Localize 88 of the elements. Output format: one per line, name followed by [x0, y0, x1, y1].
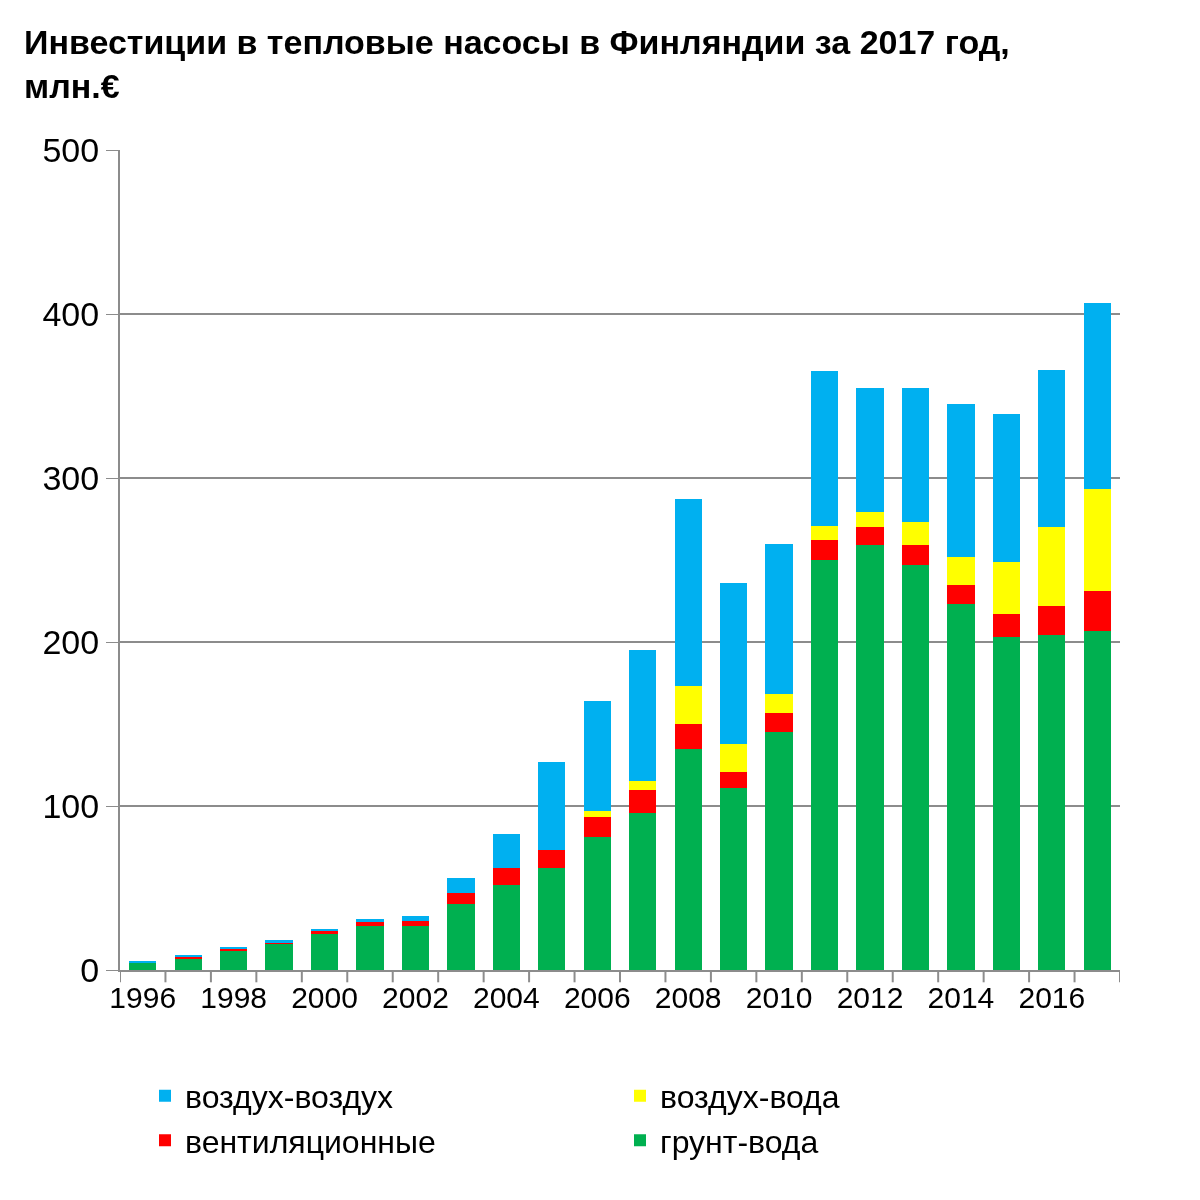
legend-label: вентиляционные: [185, 1123, 436, 1160]
bar: [1038, 527, 1066, 606]
x-tick-label: 2010: [745, 981, 813, 1014]
bar: [720, 787, 748, 970]
bar: [992, 637, 1020, 970]
bar: [856, 527, 884, 546]
bar: [401, 915, 430, 921]
bar: [856, 512, 884, 528]
bar: [1038, 605, 1066, 636]
bar: [401, 920, 430, 926]
bar: [1083, 489, 1111, 592]
bar: [765, 694, 793, 713]
bar: [992, 414, 1020, 562]
bar: [765, 712, 793, 733]
bar: [538, 850, 566, 869]
bar: [1083, 630, 1111, 970]
bar: [583, 701, 611, 811]
bar: [901, 387, 930, 523]
bar: [901, 522, 930, 546]
x-tick-label: 2000: [291, 981, 358, 1014]
bar: [674, 748, 702, 970]
bar: [492, 868, 520, 885]
bar: [765, 543, 793, 695]
bar: [583, 837, 611, 970]
bar: [1038, 369, 1066, 528]
bar: [674, 499, 702, 687]
bar: [992, 614, 1020, 638]
bar: [538, 761, 566, 851]
bar: [629, 650, 657, 782]
y-tick-label: 0: [80, 950, 100, 989]
bar: [810, 371, 839, 526]
x-tick-label: 2016: [1018, 981, 1086, 1014]
bar: [765, 732, 793, 970]
bar: [356, 925, 384, 970]
bar: [447, 904, 475, 970]
x-tick-label: 2002: [382, 981, 449, 1014]
bar: [629, 812, 657, 970]
bar: [947, 584, 975, 605]
bar: [674, 724, 702, 749]
y-tick-label: 400: [42, 294, 100, 333]
bar: [629, 781, 657, 790]
y-tick-label: 500: [42, 130, 100, 169]
bar: [901, 545, 930, 565]
bar: [492, 884, 520, 970]
bar: [720, 771, 748, 788]
bar: [856, 387, 884, 513]
bar: [1083, 591, 1111, 631]
y-tick-label: 200: [42, 622, 100, 661]
x-tick-label: 2006: [563, 981, 631, 1014]
bar: [265, 943, 293, 970]
bar: [220, 950, 248, 970]
bar: [310, 933, 339, 970]
bar: [992, 561, 1020, 615]
bar: [583, 817, 611, 838]
chart-title: Инвестиции в тепловые насосы в Финляндии за 2017 год, млн.€: [24, 23, 1010, 106]
bar: [629, 789, 657, 813]
x-tick-label: 2012: [836, 981, 904, 1014]
y-tick-label: 300: [42, 458, 100, 497]
bar: [720, 582, 748, 744]
bar: [1083, 302, 1111, 490]
legend-label: воздух-воздух: [185, 1079, 394, 1116]
x-tick-label: 2008: [654, 981, 722, 1014]
bar: [447, 878, 475, 893]
bar: [947, 404, 975, 557]
bar: [401, 925, 430, 970]
bar: [947, 556, 975, 585]
bar: [810, 525, 839, 541]
bar: [810, 540, 839, 560]
bar: [174, 958, 202, 970]
legend-label: грунт-вода: [660, 1123, 819, 1160]
bar: [901, 564, 930, 970]
x-tick-label: 2014: [927, 981, 995, 1014]
bar: [947, 604, 975, 970]
legend-label: воздух-вода: [660, 1079, 840, 1116]
bar: [856, 545, 884, 970]
x-tick-label: 2004: [472, 981, 540, 1014]
bar: [674, 686, 702, 724]
x-tick-label: 1998: [200, 981, 268, 1014]
x-tick-label: 1996: [109, 981, 177, 1014]
bar: [583, 810, 611, 818]
bar: [129, 963, 157, 970]
y-tick-label: 100: [42, 786, 100, 825]
bar: [447, 892, 475, 905]
bar: [538, 868, 566, 970]
bar: [492, 833, 520, 869]
bar: [810, 560, 839, 970]
bar: [1038, 635, 1066, 970]
bar: [720, 743, 748, 772]
